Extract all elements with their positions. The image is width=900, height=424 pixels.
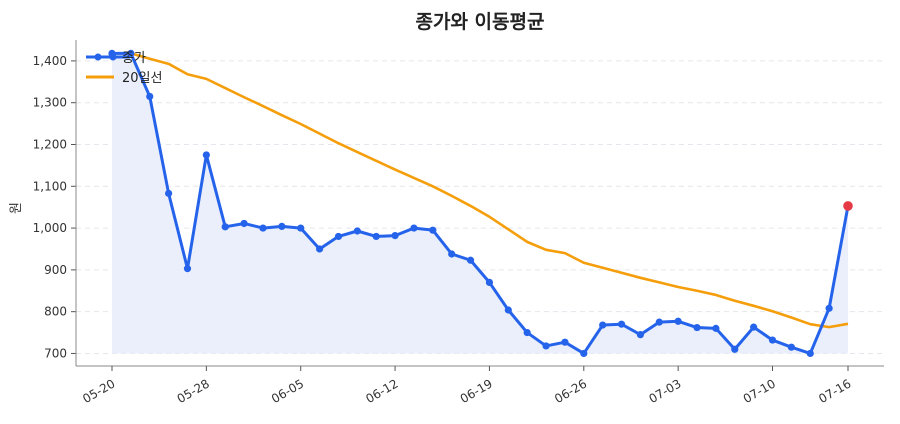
- close-point: [731, 345, 739, 353]
- x-tick-label: 07-16: [816, 376, 853, 406]
- x-tick-label: 06-05: [269, 376, 306, 406]
- close-point: [636, 331, 645, 339]
- close-point: [674, 317, 682, 325]
- close-point: [297, 224, 305, 232]
- close-point: [202, 151, 210, 159]
- close-point: [712, 324, 720, 332]
- y-tick-label: 700: [44, 346, 67, 360]
- y-axis-label: 원: [9, 202, 24, 214]
- x-tick-label: 06-12: [363, 376, 400, 406]
- close-point: [599, 321, 607, 329]
- close-point: [466, 256, 475, 264]
- y-tick-label: 800: [44, 305, 67, 319]
- close-point: [165, 189, 173, 197]
- last-close-point: [843, 201, 853, 211]
- close-point: [315, 245, 324, 253]
- chart-title: 종가와 이동평균: [416, 11, 545, 33]
- legend-ma20-label: 20일선: [122, 71, 162, 86]
- close-point: [693, 323, 701, 332]
- close-point: [768, 336, 777, 344]
- legend-close-marker: [109, 53, 117, 61]
- x-tick-label: 06-19: [458, 376, 495, 406]
- close-point: [353, 227, 361, 235]
- legend: 종가 20일선: [86, 51, 162, 86]
- series-layer: [108, 49, 853, 358]
- close-point: [240, 219, 248, 228]
- close-point: [825, 304, 833, 312]
- close-point: [580, 349, 588, 358]
- close-area-fill: [112, 53, 848, 354]
- close-point: [448, 250, 456, 258]
- y-tick-label: 1,200: [33, 137, 67, 151]
- close-point: [523, 328, 531, 337]
- close-point: [806, 349, 814, 358]
- x-tick-label: 05-20: [80, 376, 117, 406]
- close-point: [429, 226, 437, 234]
- legend-close-marker: [94, 53, 102, 61]
- close-point: [504, 306, 512, 314]
- close-point: [278, 222, 286, 231]
- x-tick-label: 05-28: [175, 376, 212, 406]
- y-tick-label: 1,400: [33, 54, 67, 68]
- close-point: [542, 342, 550, 350]
- close-point: [372, 232, 380, 241]
- y-tick-label: 900: [44, 263, 67, 277]
- legend-close-label: 종가: [122, 51, 146, 66]
- x-tick-label: 07-10: [741, 376, 778, 406]
- close-point: [617, 320, 626, 328]
- close-point: [259, 224, 267, 232]
- close-point: [750, 323, 758, 331]
- x-tick-label: 07-03: [646, 376, 683, 406]
- close-point: [391, 232, 399, 240]
- close-point: [183, 265, 192, 273]
- x-tick-label: 06-26: [552, 376, 589, 406]
- y-tick-label: 1,000: [33, 221, 67, 235]
- close-point: [787, 343, 795, 351]
- close-series-line: [112, 51, 850, 355]
- close-point: [221, 223, 229, 231]
- close-point: [334, 232, 343, 241]
- y-tick-label: 1,100: [33, 179, 67, 193]
- y-tick-label: 1,300: [33, 96, 67, 110]
- close-point: [485, 278, 494, 287]
- ma20-series-line: [112, 52, 849, 329]
- close-point: [655, 318, 663, 326]
- close-point: [410, 224, 418, 232]
- close-point: [561, 338, 569, 346]
- close-point: [146, 92, 154, 101]
- close-point: [127, 49, 135, 57]
